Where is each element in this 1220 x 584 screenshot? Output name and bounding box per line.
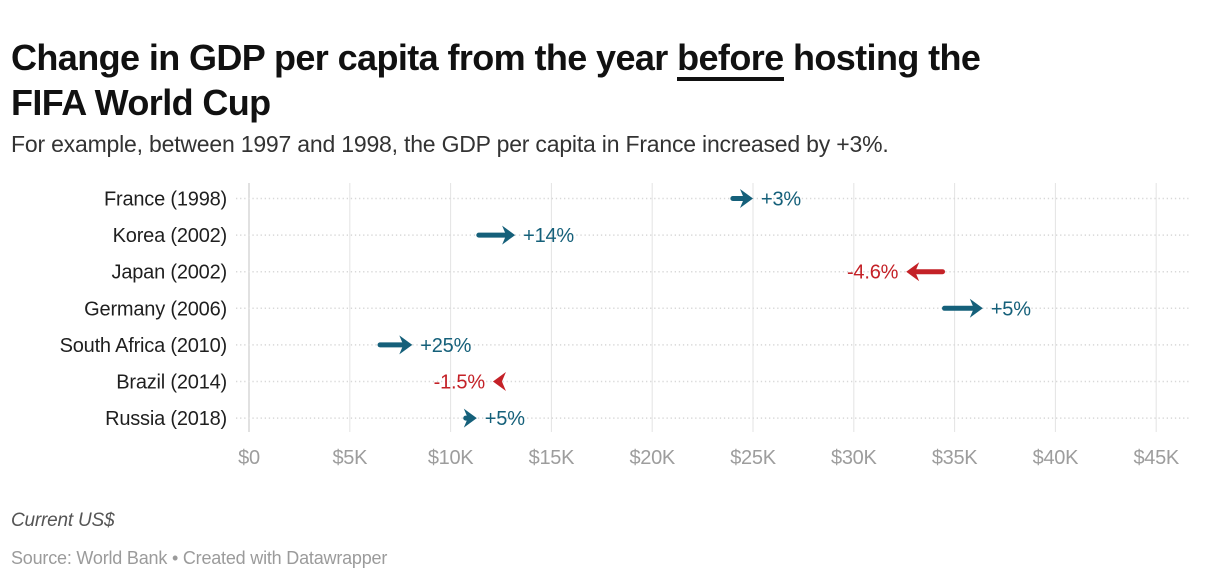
title-text-post: hosting the — [783, 37, 981, 79]
change-value-label: +25% — [420, 335, 471, 357]
arrow-head — [492, 372, 506, 391]
row-label: Japan (2002) — [112, 262, 227, 284]
gdp-arrow-chart: +3% France (1998) +14% Korea (2002) -4.6% Jap… — [60, 183, 1189, 469]
row-label: South Africa (2010) — [60, 335, 227, 357]
x-tick-label: $20K — [629, 447, 675, 469]
arrow-head — [906, 262, 920, 282]
change-value-label: -4.6% — [847, 262, 899, 284]
x-tick-label: $45K — [1133, 447, 1179, 469]
page-title: Change in GDP per capita from the year b… — [11, 36, 1211, 125]
change-value-label: -1.5% — [434, 372, 486, 394]
row-label: Korea (2002) — [113, 225, 227, 247]
x-tick-label: $10K — [428, 447, 474, 469]
arrow-head — [463, 408, 477, 428]
row-label: Germany (2006) — [84, 298, 227, 320]
x-tick-label: $30K — [831, 447, 877, 469]
x-tick-label: $25K — [730, 447, 776, 469]
chart-subtitle: For example, between 1997 and 1998, the … — [11, 131, 889, 157]
arrow-head — [969, 298, 983, 318]
source-attribution: Source: World Bank • Created with Datawr… — [11, 548, 388, 568]
title-line-2: FIFA World Cup — [11, 82, 271, 124]
change-value-label: +3% — [761, 189, 801, 211]
title-underlined-word: before — [677, 40, 784, 82]
arrow-head — [740, 189, 753, 208]
x-tick-label: $0 — [238, 447, 260, 469]
change-value-label: +5% — [485, 408, 525, 430]
title-line-1: Change in GDP per capita from the year b… — [11, 37, 981, 82]
x-tick-label: $15K — [529, 447, 575, 469]
row-label: Russia (2018) — [105, 408, 227, 430]
row-label: France (1998) — [104, 189, 227, 211]
title-text-pre: Change in GDP per capita from the year — [11, 37, 678, 79]
x-tick-label: $5K — [332, 447, 368, 469]
change-value-label: +5% — [991, 298, 1031, 320]
arrow-head — [502, 225, 516, 245]
axis-unit-note: Current US$ — [11, 510, 115, 531]
change-value-label: +14% — [523, 225, 574, 247]
x-tick-label: $35K — [932, 447, 978, 469]
x-tick-label: $40K — [1033, 447, 1079, 469]
arrow-head — [399, 335, 413, 355]
row-label: Brazil (2014) — [116, 372, 227, 394]
